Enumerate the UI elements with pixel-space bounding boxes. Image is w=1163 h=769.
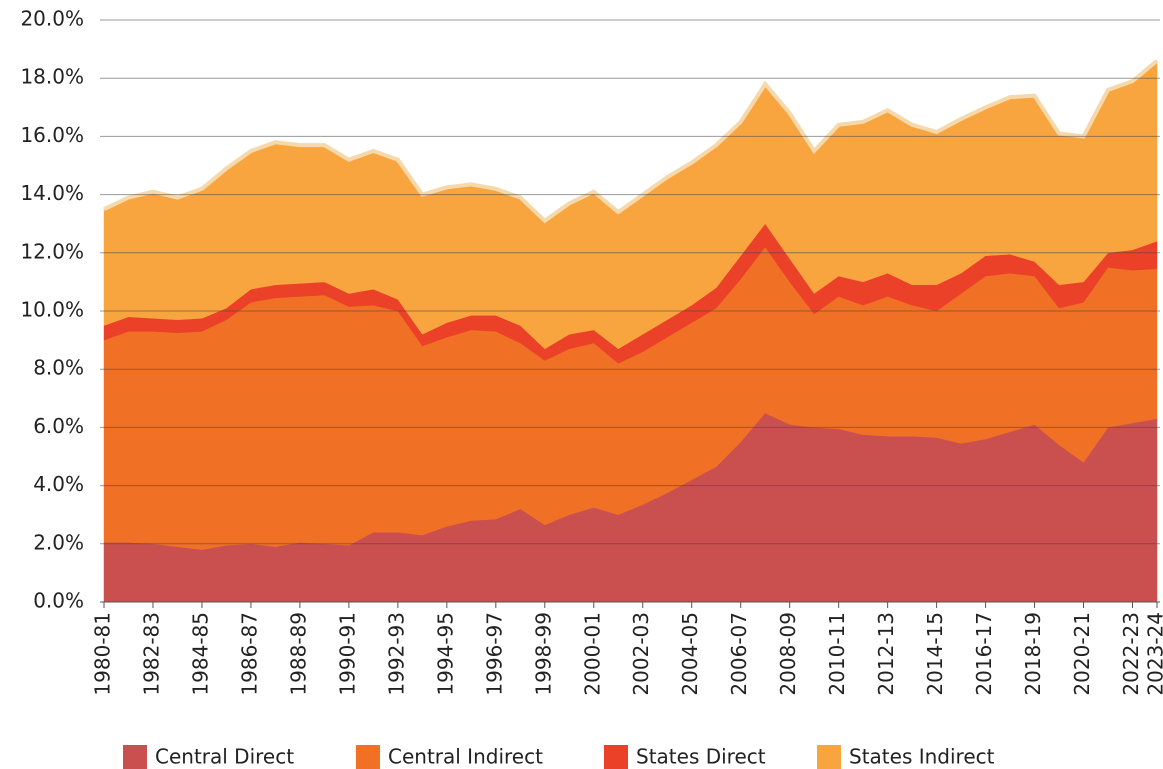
- x-tick-label: 2020-21: [1070, 612, 1094, 696]
- x-tick-label: 2000-01: [580, 612, 604, 696]
- x-tick-label: 1982-83: [139, 612, 163, 696]
- y-tick-label: 14.0%: [20, 181, 84, 205]
- x-tick-label: 1996-97: [482, 612, 506, 696]
- y-tick-label: 20.0%: [20, 7, 84, 31]
- x-tick-label: 1998-99: [531, 612, 555, 696]
- y-tick-label: 4.0%: [33, 472, 84, 496]
- x-tick-label: 2012-13: [874, 612, 898, 696]
- legend-swatch: [356, 745, 380, 769]
- x-tick-label: 1986-87: [237, 612, 261, 696]
- y-tick-label: 18.0%: [20, 65, 84, 89]
- x-tick-label: 1980-81: [91, 612, 115, 696]
- legend-label: Central Direct: [155, 745, 294, 769]
- legend-label: States Indirect: [849, 745, 995, 769]
- x-tick-label: 2002-03: [629, 612, 653, 696]
- legend-swatch: [817, 745, 841, 769]
- x-tick-label: 2008-09: [776, 612, 800, 696]
- x-tick-label: 2018-19: [1021, 612, 1045, 696]
- x-tick-label: 1988-89: [286, 612, 310, 696]
- x-tick-label: 2004-05: [678, 612, 702, 696]
- y-tick-label: 2.0%: [33, 530, 84, 554]
- legend-label: Central Indirect: [388, 745, 543, 769]
- legend-label: States Direct: [636, 745, 766, 769]
- x-tick-label: 2023-24: [1144, 612, 1163, 696]
- x-tick-label: 1992-93: [384, 612, 408, 696]
- legend-swatch: [123, 745, 147, 769]
- x-tick-label: 2006-07: [727, 612, 751, 696]
- x-tick-label: 1990-91: [335, 612, 359, 696]
- x-tick-label: 2016-17: [972, 612, 996, 696]
- y-tick-label: 8.0%: [33, 356, 84, 380]
- y-tick-label: 16.0%: [20, 123, 84, 147]
- y-tick-label: 0.0%: [33, 589, 84, 613]
- x-tick-label: 1994-95: [433, 612, 457, 696]
- x-tick-label: 2010-11: [825, 612, 849, 696]
- legend-swatch: [604, 745, 628, 769]
- x-tick-label: 2022-23: [1119, 612, 1143, 696]
- y-tick-label: 6.0%: [33, 414, 84, 438]
- x-tick-label: 1984-85: [188, 612, 212, 696]
- x-tick-label: 2014-15: [923, 612, 947, 696]
- y-tick-label: 10.0%: [20, 298, 84, 322]
- area-edge: [103, 59, 1159, 224]
- y-tick-label: 12.0%: [20, 239, 84, 263]
